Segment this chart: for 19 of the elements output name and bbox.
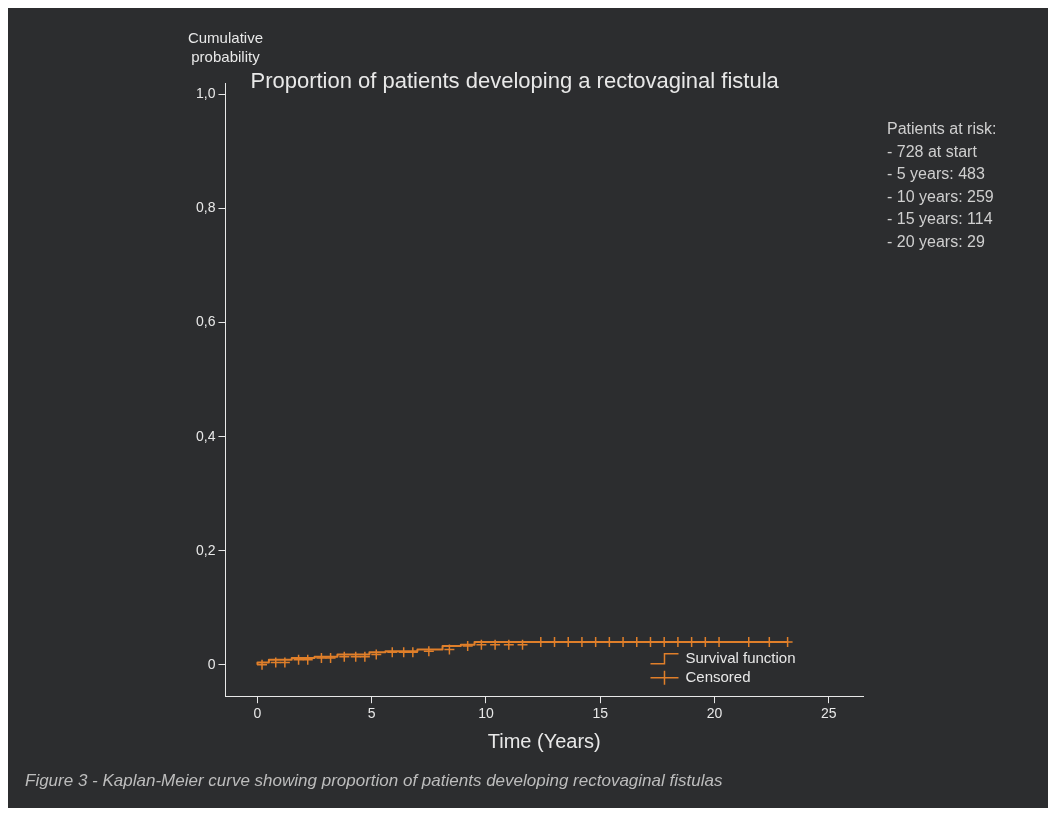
- y-tick-label: 0,6: [195, 313, 216, 330]
- x-tick-label: 5: [367, 705, 376, 722]
- y-tick-label: 0,4: [195, 427, 216, 444]
- y-tick-label: 0: [207, 655, 216, 672]
- legend-label: Censored: [685, 667, 751, 685]
- y-axis-title: Cumulative probability: [187, 29, 263, 65]
- chart-title: Proportion of patients developing a rectovaginal fistula: [250, 68, 780, 94]
- x-tick-label: 10: [478, 705, 494, 722]
- text: Patients at risk: - 728 at start - 5 years: 483 - 10 years: 259 - 15 years: 114 - 20 years: 29: [887, 120, 997, 250]
- y-tick-label: 0,2: [195, 541, 216, 558]
- y-tick-label: 0,8: [195, 199, 216, 216]
- x-tick-label: 20: [706, 705, 723, 722]
- caption: Figure 3 - Kaplan-Meier curve showing proportion of patients developing rectovaginal fistulas: [25, 771, 723, 790]
- legend-label: Survival function: [685, 648, 796, 666]
- x-tick-label: 25: [820, 705, 837, 722]
- y-tick-label: 1,0: [195, 85, 216, 102]
- x-axis-title: Time (Years): [487, 729, 601, 752]
- x-tick-label: 15: [592, 705, 609, 722]
- x-tick-label: 0: [253, 705, 262, 722]
